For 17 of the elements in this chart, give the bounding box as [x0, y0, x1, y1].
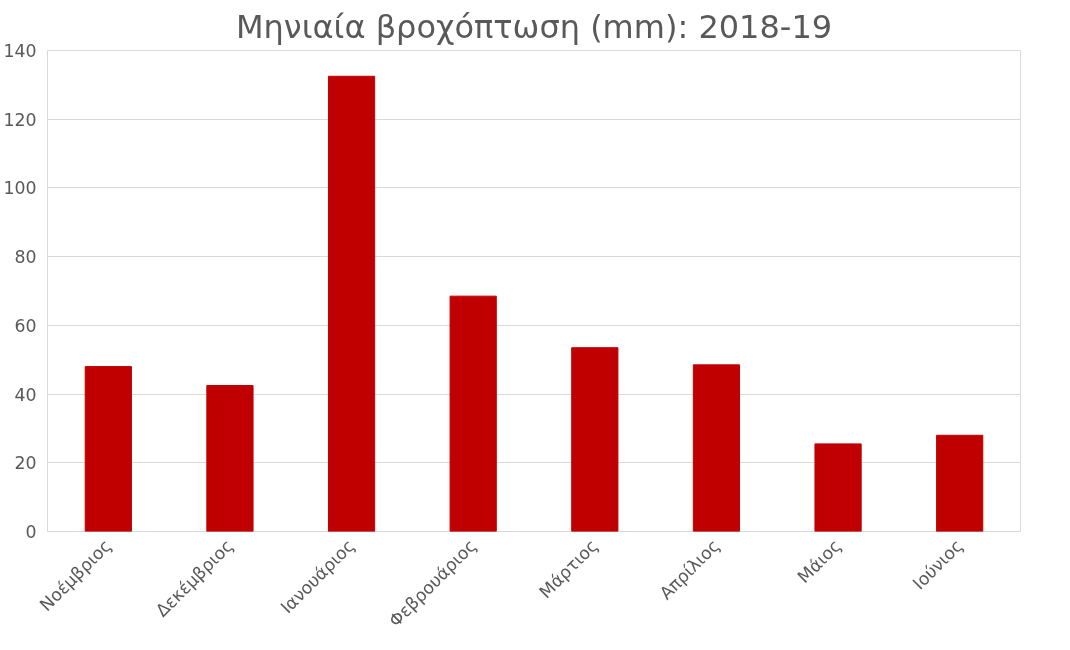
bar: [327, 75, 376, 532]
y-tick-label: 100: [3, 178, 37, 199]
bar: [692, 364, 741, 532]
y-tick-label: 20: [14, 453, 37, 474]
bar: [84, 366, 132, 532]
chart-title: Μηνιαία βροχόπτωση (mm): 2018-19: [235, 7, 833, 46]
bar: [936, 434, 984, 532]
y-tick-label: 120: [3, 109, 37, 130]
y-tick-label: 80: [14, 247, 37, 268]
y-tick-label: 60: [14, 315, 37, 336]
bar: [571, 347, 619, 532]
bar: [449, 295, 497, 532]
y-tick-label: 140: [3, 41, 37, 61]
y-tick-label: 0: [25, 522, 37, 542]
bar: [206, 384, 254, 532]
y-tick-label: 40: [14, 384, 37, 405]
bar: [814, 443, 862, 532]
